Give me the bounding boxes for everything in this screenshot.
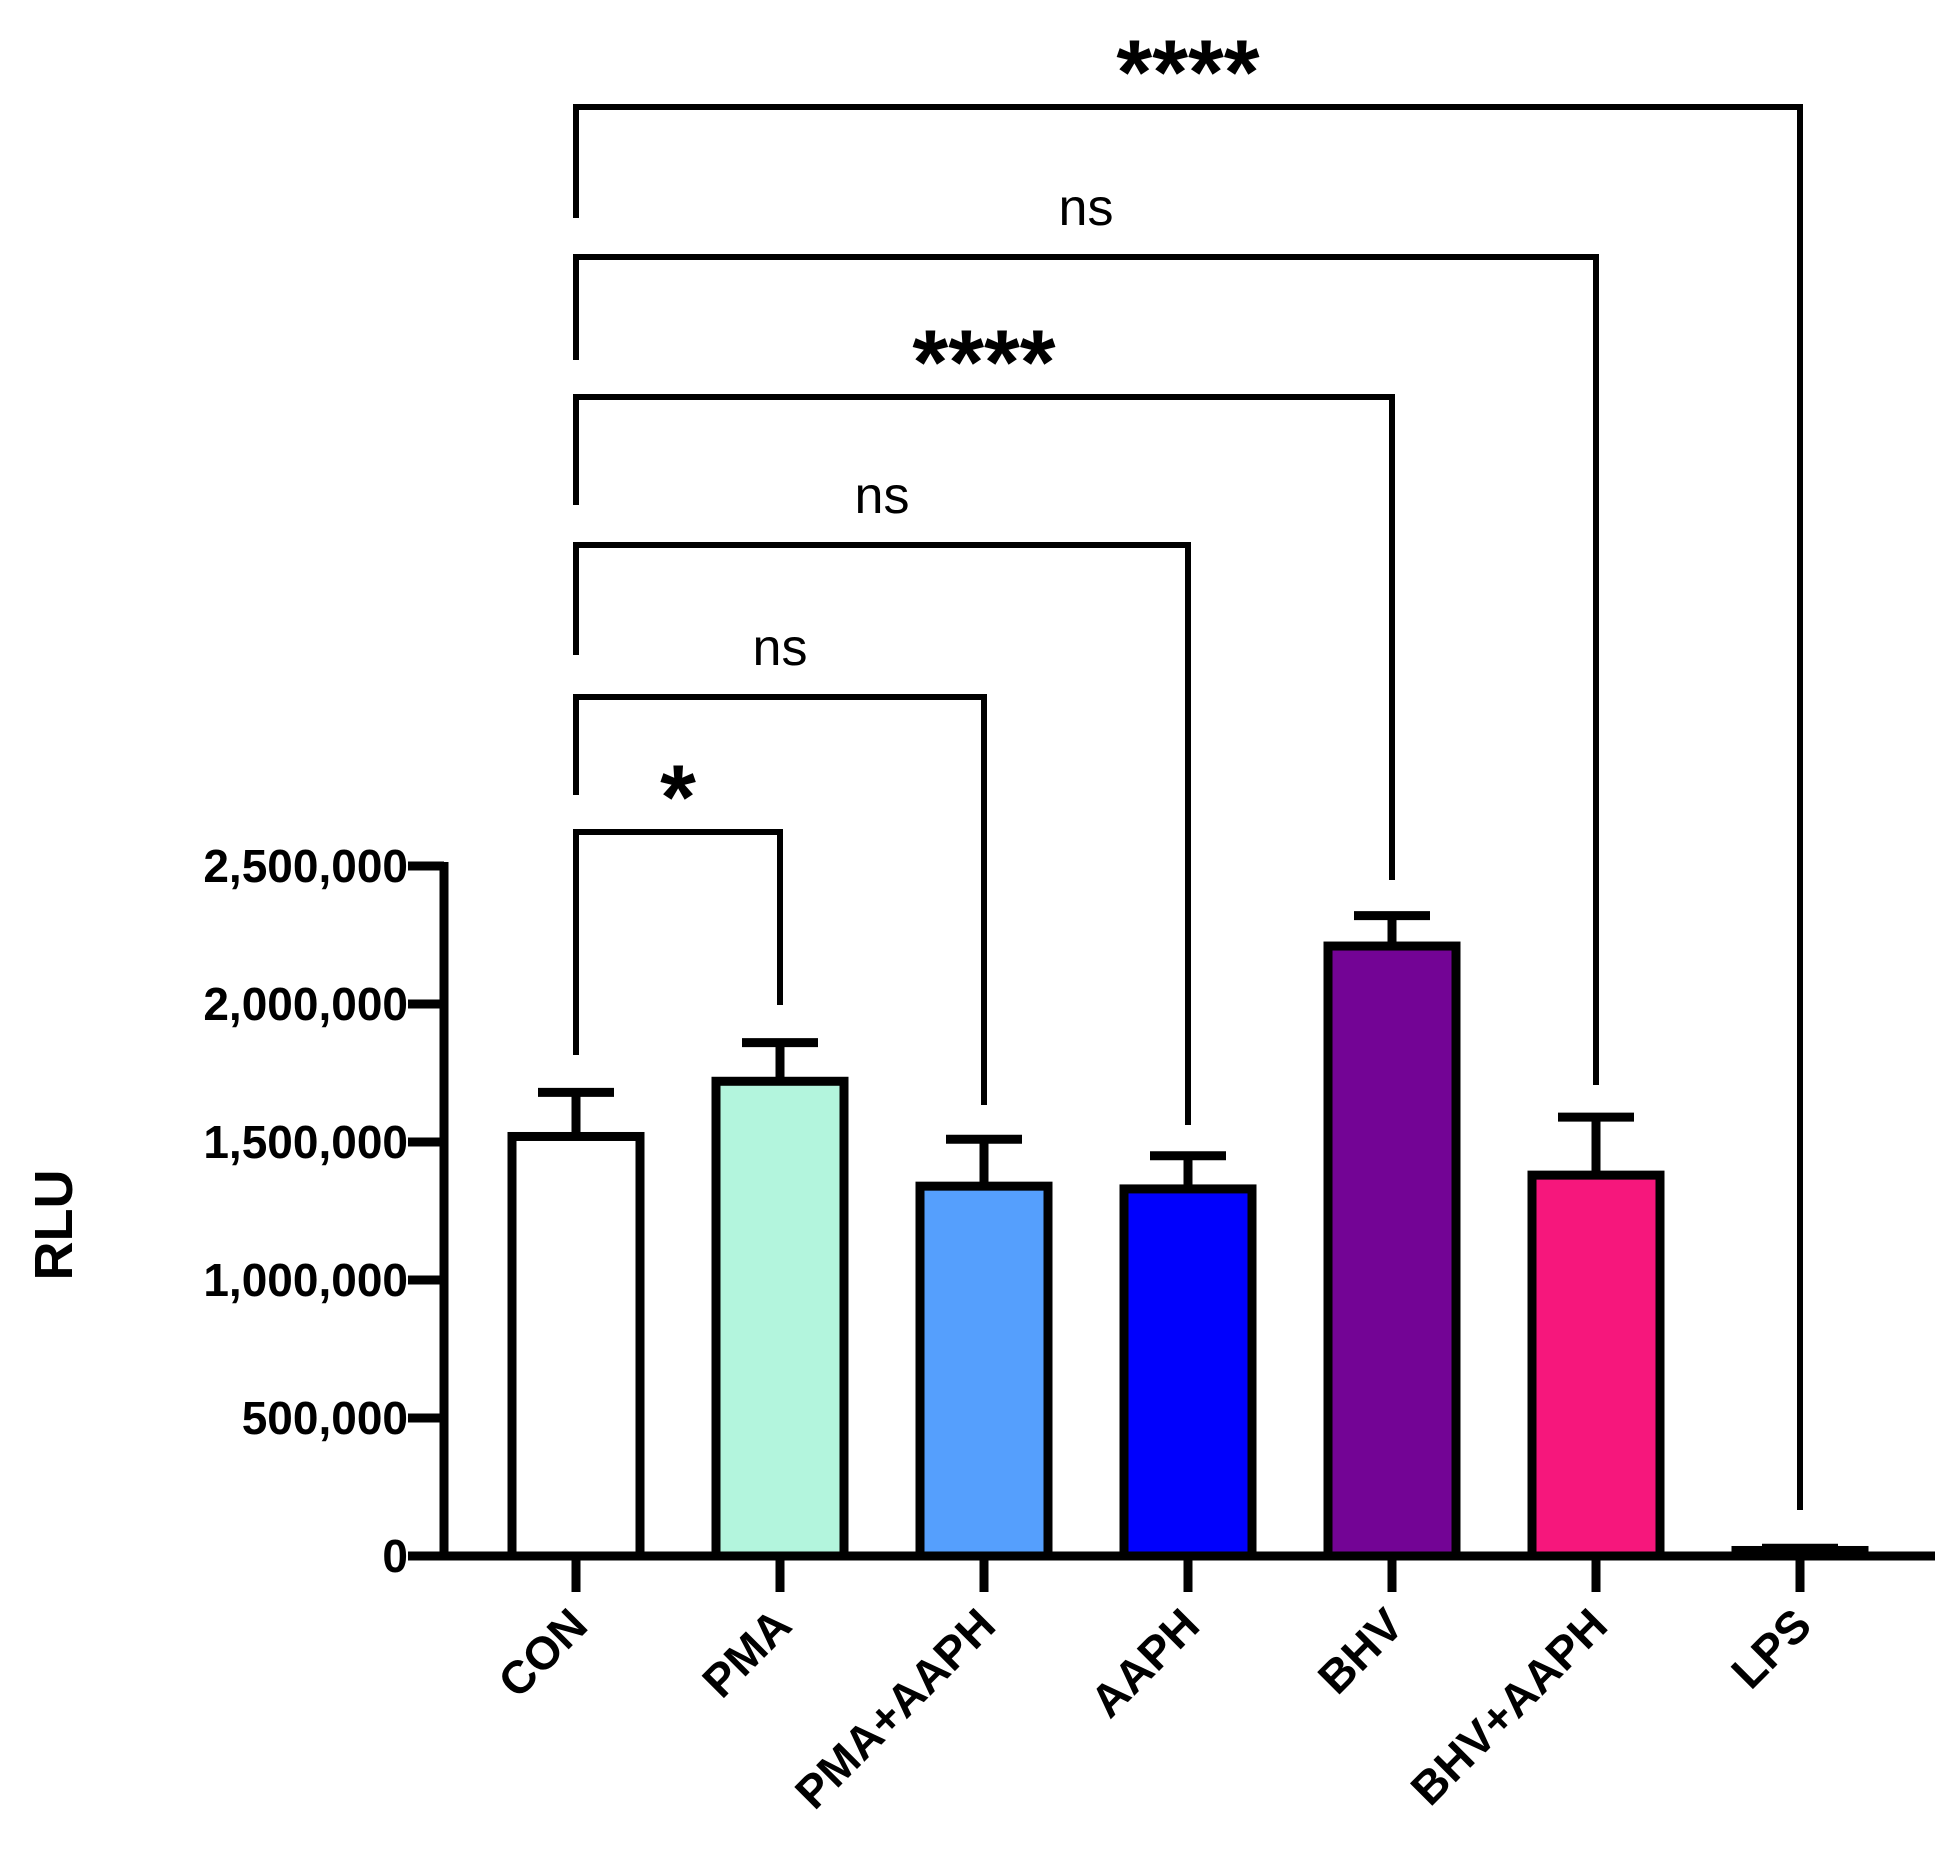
comparison-label: ns [753,619,808,677]
y-ticks: 0 500,000 1,000,000 1,500,000 2,000,000 2,500… [203,840,444,1582]
bar-con [507,1131,645,1561]
x-category-label: PMA [692,1598,801,1707]
bar-aaph [1119,1184,1257,1561]
x-category-label: LPS [1721,1598,1821,1698]
comparison-bracket [573,694,987,1105]
bar-bhv [1323,941,1461,1561]
y-tick-label: 2,000,000 [203,978,408,1030]
bar-pma-aaph [915,1181,1053,1561]
bars [507,941,1869,1561]
comparison-label: ns [1059,179,1114,237]
y-tick-label: 1,500,000 [203,1116,408,1168]
x-category-label: BHV [1308,1598,1414,1704]
x-category-label: AAPH [1080,1598,1209,1727]
comparison-bracket [573,254,1599,1085]
y-axis-title: RLU [24,1170,84,1281]
comparison-label: **** [1116,22,1259,124]
x-category-label: BHV+AAPH [1400,1598,1617,1815]
bar-bhv-aaph [1527,1170,1665,1561]
error-bars [538,911,1838,1553]
y-tick-label: 2,500,000 [203,840,408,892]
y-tick-label: 500,000 [242,1392,408,1444]
comparison-bracket [573,542,1191,1125]
x-category-label: CON [488,1598,597,1707]
comparison-bracket [573,394,1395,880]
x-category-label: PMA+AAPH [785,1598,1005,1818]
bar-pma [711,1076,849,1561]
comparison-label: * [660,747,696,849]
y-tick-label: 1,000,000 [203,1254,408,1306]
comparison-bracket [573,104,1803,1510]
y-tick-label: 0 [382,1530,408,1582]
comparison-label: **** [912,312,1055,414]
comparison-label: ns [855,467,910,525]
comparison-bracket [573,829,783,1055]
